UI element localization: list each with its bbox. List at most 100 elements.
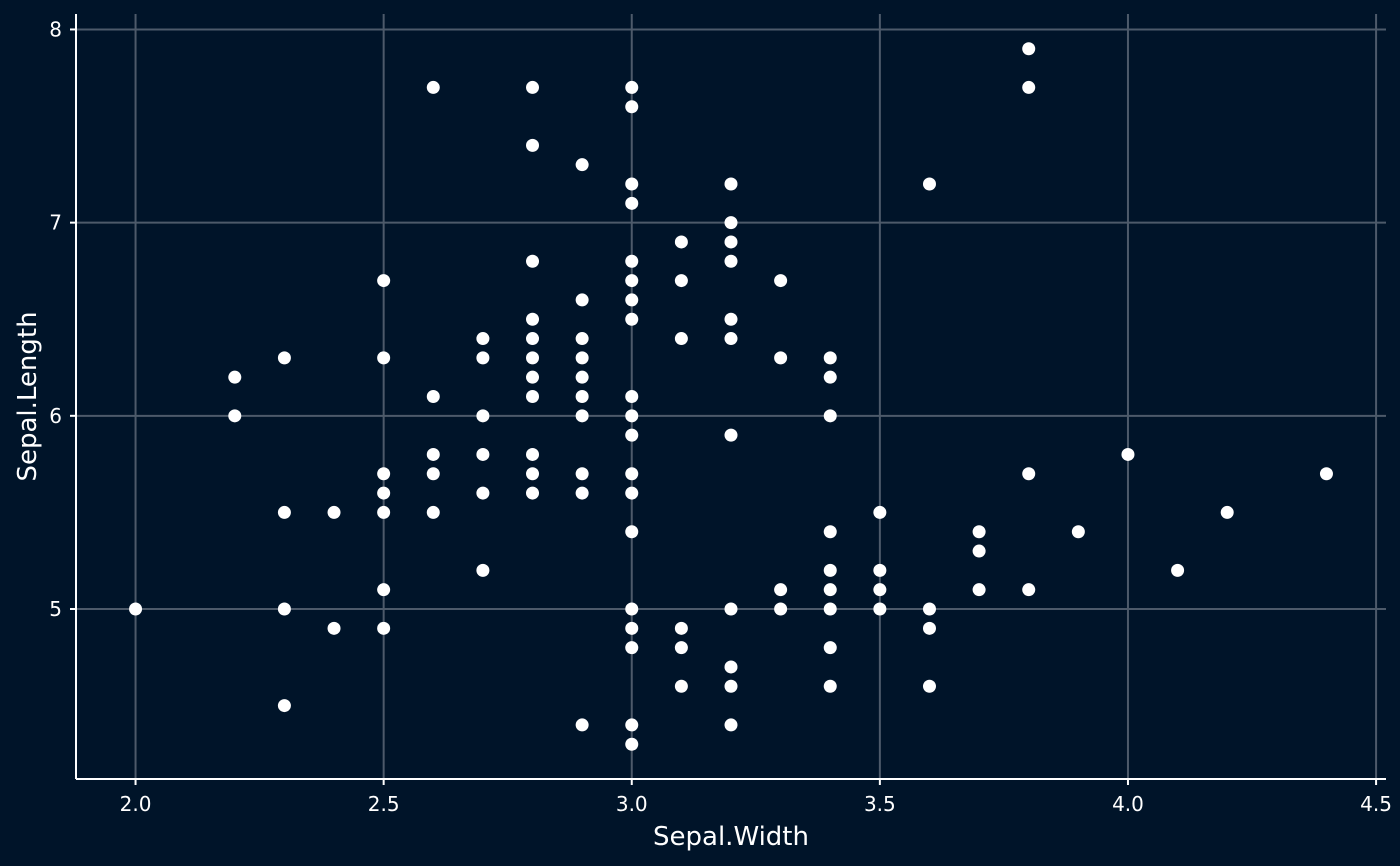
data-point: [922, 679, 936, 693]
data-point: [377, 467, 391, 481]
data-point: [674, 621, 688, 635]
data-point: [476, 332, 490, 346]
tick-labels: 2.0 2.5 3.0 3.5 4.0 4.5 5 6 7 8: [49, 17, 1392, 816]
data-point: [873, 583, 887, 597]
data-point: [625, 602, 639, 616]
data-point: [625, 196, 639, 210]
data-point: [625, 486, 639, 500]
data-point: [526, 351, 540, 365]
data-point: [526, 80, 540, 94]
data-point: [724, 177, 738, 191]
data-point: [625, 312, 639, 326]
y-tick-label: 7: [49, 211, 62, 235]
data-point: [526, 332, 540, 346]
data-point: [724, 235, 738, 249]
data-point: [277, 602, 291, 616]
x-tick-label: 2.5: [368, 792, 400, 816]
data-point: [476, 351, 490, 365]
data-point: [823, 370, 837, 384]
data-point: [972, 544, 986, 558]
data-points: [129, 42, 1333, 751]
data-point: [873, 505, 887, 519]
data-point: [625, 409, 639, 423]
data-point: [476, 563, 490, 577]
data-point: [625, 737, 639, 751]
data-point: [625, 100, 639, 114]
y-tick-label: 8: [49, 17, 62, 41]
data-point: [426, 505, 440, 519]
data-point: [526, 138, 540, 152]
y-tick-label: 5: [49, 597, 62, 621]
data-point: [674, 332, 688, 346]
data-point: [526, 370, 540, 384]
data-point: [724, 332, 738, 346]
data-point: [625, 254, 639, 268]
data-point: [1022, 42, 1036, 56]
data-point: [774, 583, 788, 597]
data-point: [774, 351, 788, 365]
data-point: [228, 370, 242, 384]
x-tick-label: 2.0: [120, 792, 152, 816]
data-point: [724, 660, 738, 674]
data-point: [426, 467, 440, 481]
data-point: [426, 80, 440, 94]
data-point: [426, 447, 440, 461]
data-point: [674, 235, 688, 249]
axes: [70, 14, 1386, 785]
data-point: [823, 679, 837, 693]
data-point: [1071, 525, 1085, 539]
data-point: [575, 390, 589, 403]
data-point: [129, 602, 143, 616]
data-point: [575, 158, 589, 172]
data-point: [526, 467, 540, 481]
data-point: [823, 525, 837, 539]
y-tick-label: 6: [49, 404, 62, 428]
data-point: [526, 486, 540, 500]
data-point: [823, 563, 837, 577]
data-point: [724, 428, 738, 442]
data-point: [377, 274, 391, 288]
data-point: [625, 390, 639, 403]
x-tick-label: 3.0: [616, 792, 648, 816]
data-point: [476, 486, 490, 500]
data-point: [674, 641, 688, 655]
data-point: [873, 563, 887, 577]
data-point: [625, 428, 639, 442]
data-point: [377, 486, 391, 500]
data-point: [426, 390, 440, 403]
y-axis-title: Sepal.Length: [13, 311, 43, 481]
data-point: [1121, 447, 1135, 461]
x-tick-label: 3.5: [864, 792, 896, 816]
data-point: [526, 254, 540, 268]
x-tick-label: 4.0: [1112, 792, 1144, 816]
data-point: [575, 332, 589, 346]
data-point: [724, 602, 738, 616]
data-point: [625, 467, 639, 481]
data-point: [575, 370, 589, 384]
data-point: [823, 351, 837, 365]
data-point: [774, 602, 788, 616]
data-point: [476, 447, 490, 461]
data-point: [873, 602, 887, 616]
data-point: [724, 312, 738, 326]
data-point: [922, 177, 936, 191]
data-point: [922, 602, 936, 616]
data-point: [377, 505, 391, 519]
data-point: [625, 80, 639, 94]
data-point: [327, 505, 341, 519]
data-point: [526, 447, 540, 461]
data-point: [575, 351, 589, 365]
data-point: [724, 254, 738, 268]
data-point: [575, 718, 589, 732]
data-point: [327, 621, 341, 635]
data-point: [823, 409, 837, 423]
data-point: [476, 409, 490, 423]
data-point: [277, 699, 291, 713]
data-point: [625, 718, 639, 732]
data-point: [625, 293, 639, 307]
data-point: [575, 409, 589, 423]
data-point: [972, 583, 986, 597]
x-axis-title: Sepal.Width: [653, 822, 809, 852]
data-point: [724, 216, 738, 230]
